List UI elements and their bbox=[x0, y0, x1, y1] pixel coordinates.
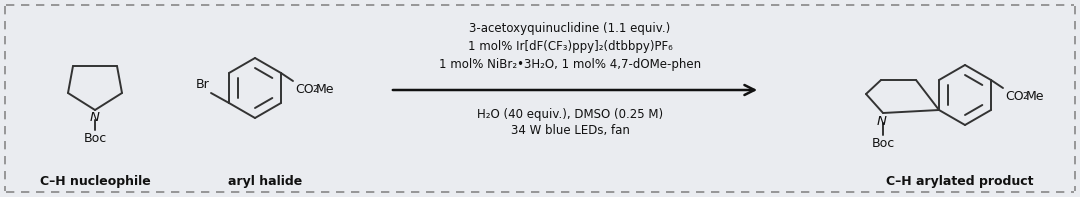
Text: N: N bbox=[90, 111, 100, 124]
Text: Br: Br bbox=[195, 78, 210, 91]
Text: 1 mol% Ir[dF(CF₃)ppy]₂(dtbbpy)PF₆: 1 mol% Ir[dF(CF₃)ppy]₂(dtbbpy)PF₆ bbox=[468, 40, 673, 53]
Text: Boc: Boc bbox=[83, 132, 107, 145]
Text: Me: Me bbox=[1026, 90, 1044, 103]
Text: C–H nucleophile: C–H nucleophile bbox=[40, 175, 150, 188]
Text: 34 W blue LEDs, fan: 34 W blue LEDs, fan bbox=[511, 124, 630, 137]
Text: C–H arylated product: C–H arylated product bbox=[887, 175, 1034, 188]
Text: Me: Me bbox=[316, 83, 335, 96]
Text: CO: CO bbox=[1005, 90, 1024, 103]
Text: 2: 2 bbox=[312, 85, 318, 94]
Text: 1 mol% NiBr₂•3H₂O, 1 mol% 4,7-dOMe-phen: 1 mol% NiBr₂•3H₂O, 1 mol% 4,7-dOMe-phen bbox=[438, 58, 701, 71]
Text: N: N bbox=[877, 115, 887, 128]
Text: 3-acetoxyquinuclidine (1.1 equiv.): 3-acetoxyquinuclidine (1.1 equiv.) bbox=[470, 22, 671, 35]
Text: aryl halide: aryl halide bbox=[228, 175, 302, 188]
Text: 2: 2 bbox=[1022, 92, 1027, 101]
Text: Boc: Boc bbox=[872, 137, 894, 150]
Text: H₂O (40 equiv.), DMSO (0.25 M): H₂O (40 equiv.), DMSO (0.25 M) bbox=[477, 108, 663, 121]
Text: CO: CO bbox=[295, 83, 313, 96]
